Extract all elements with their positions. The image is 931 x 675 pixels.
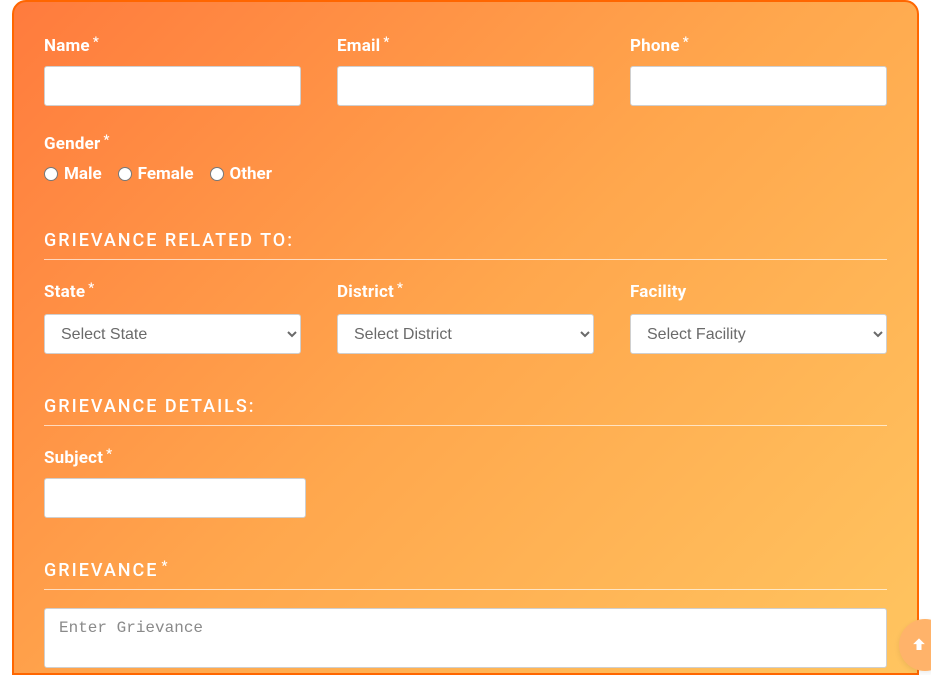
gender-label: Gender [44,134,100,154]
section-related-label: GRIEVANCE RELATED TO: [44,230,294,251]
field-email: Email* [337,36,594,106]
row-location: State* Select State District* Select Dis… [44,282,887,354]
row-subject: Subject* [44,448,887,518]
section-grievance-required: * [161,559,169,574]
field-district: District* Select District [337,282,594,354]
section-details-label: GRIEVANCE DETAILS: [44,396,256,417]
facility-label: Facility [630,282,686,302]
gender-required: * [103,133,109,148]
row-personal: Name* Email* Phone* [44,36,887,106]
district-label: District [337,282,394,302]
subject-input[interactable] [44,478,306,518]
name-label: Name [44,36,90,56]
gender-other-label: Other [230,164,272,184]
field-subject: Subject* [44,448,306,518]
district-select[interactable]: Select District [337,314,594,354]
phone-input[interactable] [630,66,887,106]
grievance-textarea[interactable] [44,608,887,668]
gender-male-option[interactable]: Male [44,164,102,184]
field-name: Name* [44,36,301,106]
field-phone: Phone* [630,36,887,106]
field-facility: Facility Select Facility [630,282,887,354]
section-grievance-label: GRIEVANCE [44,560,158,581]
gender-male-radio[interactable] [44,167,58,181]
field-state: State* Select State [44,282,301,354]
state-required: * [88,281,94,296]
email-label: Email [337,36,380,56]
gender-male-label: Male [64,164,102,184]
gender-female-label: Female [138,164,194,184]
name-required: * [93,35,99,50]
gender-other-option[interactable]: Other [210,164,272,184]
district-required: * [397,281,403,296]
gender-other-radio[interactable] [210,167,224,181]
arrow-up-icon [909,635,929,655]
gender-female-radio[interactable] [118,167,132,181]
state-select[interactable]: Select State [44,314,301,354]
phone-required: * [683,35,689,50]
gender-options: Male Female Other [44,164,887,184]
subject-label: Subject [44,448,103,468]
state-label: State [44,282,85,302]
grievance-form-card: Name* Email* Phone* Gender* Male Female [12,0,919,675]
email-input[interactable] [337,66,594,106]
gender-female-option[interactable]: Female [118,164,194,184]
subject-required: * [106,447,112,462]
facility-select[interactable]: Select Facility [630,314,887,354]
name-input[interactable] [44,66,301,106]
email-required: * [383,35,389,50]
section-grievance-details: GRIEVANCE DETAILS: [44,396,887,426]
field-gender: Gender* Male Female Other [44,134,887,184]
section-grievance-related: GRIEVANCE RELATED TO: [44,230,887,260]
section-grievance: GRIEVANCE* [44,560,887,590]
phone-label: Phone [630,36,680,56]
